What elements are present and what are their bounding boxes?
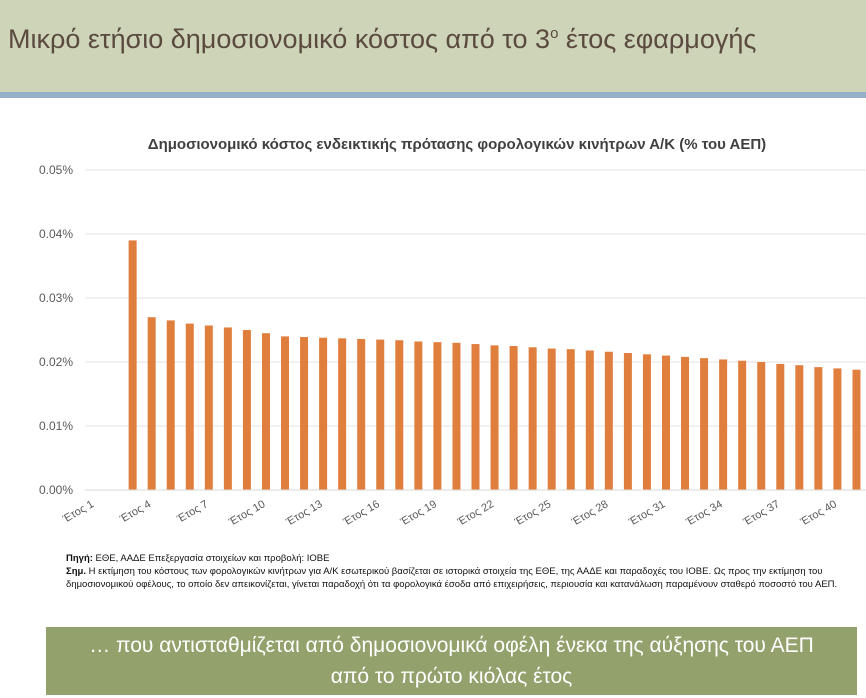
conclusion-line-2: από το πρώτο κιόλας έτος <box>330 665 573 688</box>
y-tick-label: 0.02% <box>39 355 73 369</box>
x-tick-label: Έτος 31 <box>626 498 667 529</box>
chart-notes: Πηγή: ΕΘΕ, ΑΑΔΕ Επεξεργασία στοιχείων κα… <box>66 552 856 591</box>
bar <box>452 342 461 490</box>
y-tick-label: 0.01% <box>39 419 73 433</box>
bar <box>509 346 518 490</box>
x-tick-label: Έτος 7 <box>175 498 211 526</box>
bar <box>719 359 728 490</box>
bar <box>338 338 347 490</box>
bar <box>204 325 213 490</box>
bar <box>414 341 423 490</box>
x-tick-label: Έτος 10 <box>226 498 267 529</box>
bar <box>166 320 175 490</box>
bar <box>566 349 575 490</box>
x-tick-label: Έτος 40 <box>798 498 839 529</box>
bar <box>547 348 556 490</box>
x-tick-label: Έτος 25 <box>512 498 553 529</box>
bar <box>681 356 690 490</box>
bar <box>814 367 823 490</box>
bar-chart: Δημοσιονομικό κόστος ενδεικτικής πρόταση… <box>39 136 866 529</box>
y-tick-label: 0.03% <box>39 291 73 305</box>
bar <box>585 350 594 490</box>
bar <box>776 363 785 490</box>
y-tick-label: 0.04% <box>39 227 73 241</box>
bar <box>490 345 499 490</box>
bar <box>833 368 842 490</box>
source-note: Πηγή: ΕΘΕ, ΑΑΔΕ Επεξεργασία στοιχείων κα… <box>66 553 330 564</box>
x-tick-label: Έτος 19 <box>398 498 439 529</box>
conclusion-line-1: … που αντισταθμίζεται από δημοσιονομικά … <box>89 634 814 657</box>
chart-title: Δημοσιονομικό κόστος ενδεικτικής πρόταση… <box>148 136 766 153</box>
bar <box>185 323 194 490</box>
bar <box>300 337 309 490</box>
slide-header: Μικρό ετήσιο δημοσιονομικό κόστος από το… <box>0 0 866 92</box>
conclusion-banner: … που αντισταθμίζεται από δημοσιονομικά … <box>46 627 857 695</box>
x-tick-label: Έτος 37 <box>741 498 782 529</box>
bar <box>223 327 232 490</box>
bar <box>128 240 137 490</box>
bar <box>376 339 385 490</box>
bar <box>319 337 328 490</box>
x-tick-label: Έτος 4 <box>117 498 153 526</box>
y-tick-label: 0.05% <box>39 163 73 177</box>
bar <box>147 317 156 490</box>
bar <box>623 353 632 490</box>
bar <box>757 362 766 490</box>
bar <box>433 342 442 490</box>
bar <box>795 365 804 490</box>
x-tick-label: Έτος 13 <box>284 498 325 529</box>
x-tick-label: Έτος 28 <box>569 498 610 529</box>
bar <box>642 354 651 490</box>
bar <box>852 369 861 490</box>
x-tick-label: Έτος 22 <box>455 498 496 529</box>
slide-title: Μικρό ετήσιο δημοσιονομικό κόστος από το… <box>8 24 757 54</box>
bar <box>261 333 270 490</box>
bar <box>700 358 709 490</box>
methodology-note: Σημ. Η εκτίμηση του κόστους των φορολογι… <box>66 566 838 590</box>
x-tick-label: Έτος 34 <box>684 498 725 529</box>
y-tick-label: 0.00% <box>39 483 73 497</box>
header-accent-bar <box>0 92 866 98</box>
bar <box>604 351 613 490</box>
bar <box>471 344 480 490</box>
bar <box>661 355 670 490</box>
bar <box>738 360 747 490</box>
bar <box>528 347 537 490</box>
x-tick-label: Έτος 16 <box>341 498 382 529</box>
bar <box>242 330 251 490</box>
bar <box>281 336 290 490</box>
bar <box>395 340 404 490</box>
bar <box>357 338 366 490</box>
x-tick-label: Έτος 1 <box>60 498 96 526</box>
